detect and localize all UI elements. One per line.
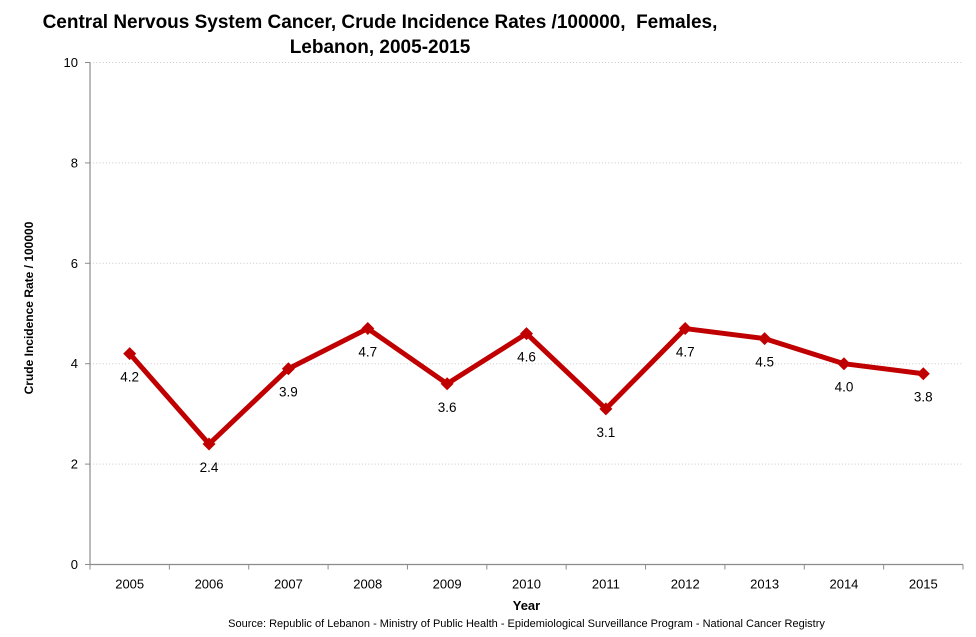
- x-tick-label: 2006: [195, 577, 224, 592]
- x-tick-label: 2013: [750, 577, 779, 592]
- x-axis-title: Year: [512, 598, 541, 613]
- data-label: 3.1: [596, 425, 615, 440]
- y-axis-title: Crude Incidence Rate / 100000: [22, 221, 36, 395]
- x-tick-label: 2011: [592, 577, 620, 592]
- chart-title: Central Nervous System Cancer, Crude Inc…: [0, 10, 760, 60]
- chart-title-line1: Central Nervous System Cancer, Crude Inc…: [42, 12, 718, 33]
- data-point-marker: [440, 377, 454, 391]
- data-point-marker: [678, 322, 692, 336]
- data-label: 3.6: [438, 400, 457, 415]
- x-tick-label: 2012: [671, 577, 700, 592]
- data-point-marker: [361, 322, 375, 336]
- y-tick-label: 0: [71, 557, 78, 572]
- x-tick-label: 2014: [829, 577, 858, 592]
- y-tick-label: 2: [71, 457, 78, 472]
- x-tick-label: 2009: [433, 577, 462, 592]
- data-point-marker: [837, 357, 851, 371]
- x-tick-label: 2015: [909, 577, 938, 592]
- data-point-marker: [520, 327, 533, 341]
- data-point-marker: [281, 362, 295, 376]
- data-label: 4.7: [676, 345, 695, 360]
- x-tick-label: 2007: [274, 577, 303, 592]
- data-line: [127, 326, 926, 447]
- x-tick-label: 2005: [115, 577, 144, 592]
- y-tick-label: 8: [71, 155, 78, 170]
- data-label: 4.6: [517, 350, 536, 365]
- x-tick-label: 2008: [353, 577, 382, 592]
- data-point-marker: [202, 437, 216, 451]
- data-label: 4.7: [358, 345, 377, 360]
- data-label: 4.5: [755, 355, 774, 370]
- data-label: 2.4: [200, 460, 219, 475]
- data-point-marker: [916, 367, 930, 381]
- data-point-marker: [758, 332, 772, 346]
- data-label: 4.0: [835, 380, 854, 395]
- y-tick-label: 6: [71, 256, 78, 271]
- data-label: 3.9: [279, 385, 298, 400]
- y-tick-label: 10: [64, 55, 78, 70]
- data-label: 3.8: [914, 390, 933, 405]
- data-point-marker: [123, 347, 137, 361]
- source-note: Source: Republic of Lebanon - Ministry o…: [228, 618, 825, 630]
- x-tick-label: 2010: [512, 577, 541, 592]
- data-label: 4.2: [120, 370, 139, 385]
- y-tick-label: 4: [71, 356, 78, 371]
- chart-title-line2: Lebanon, 2005-2015: [289, 37, 471, 58]
- data-point-marker: [599, 402, 613, 416]
